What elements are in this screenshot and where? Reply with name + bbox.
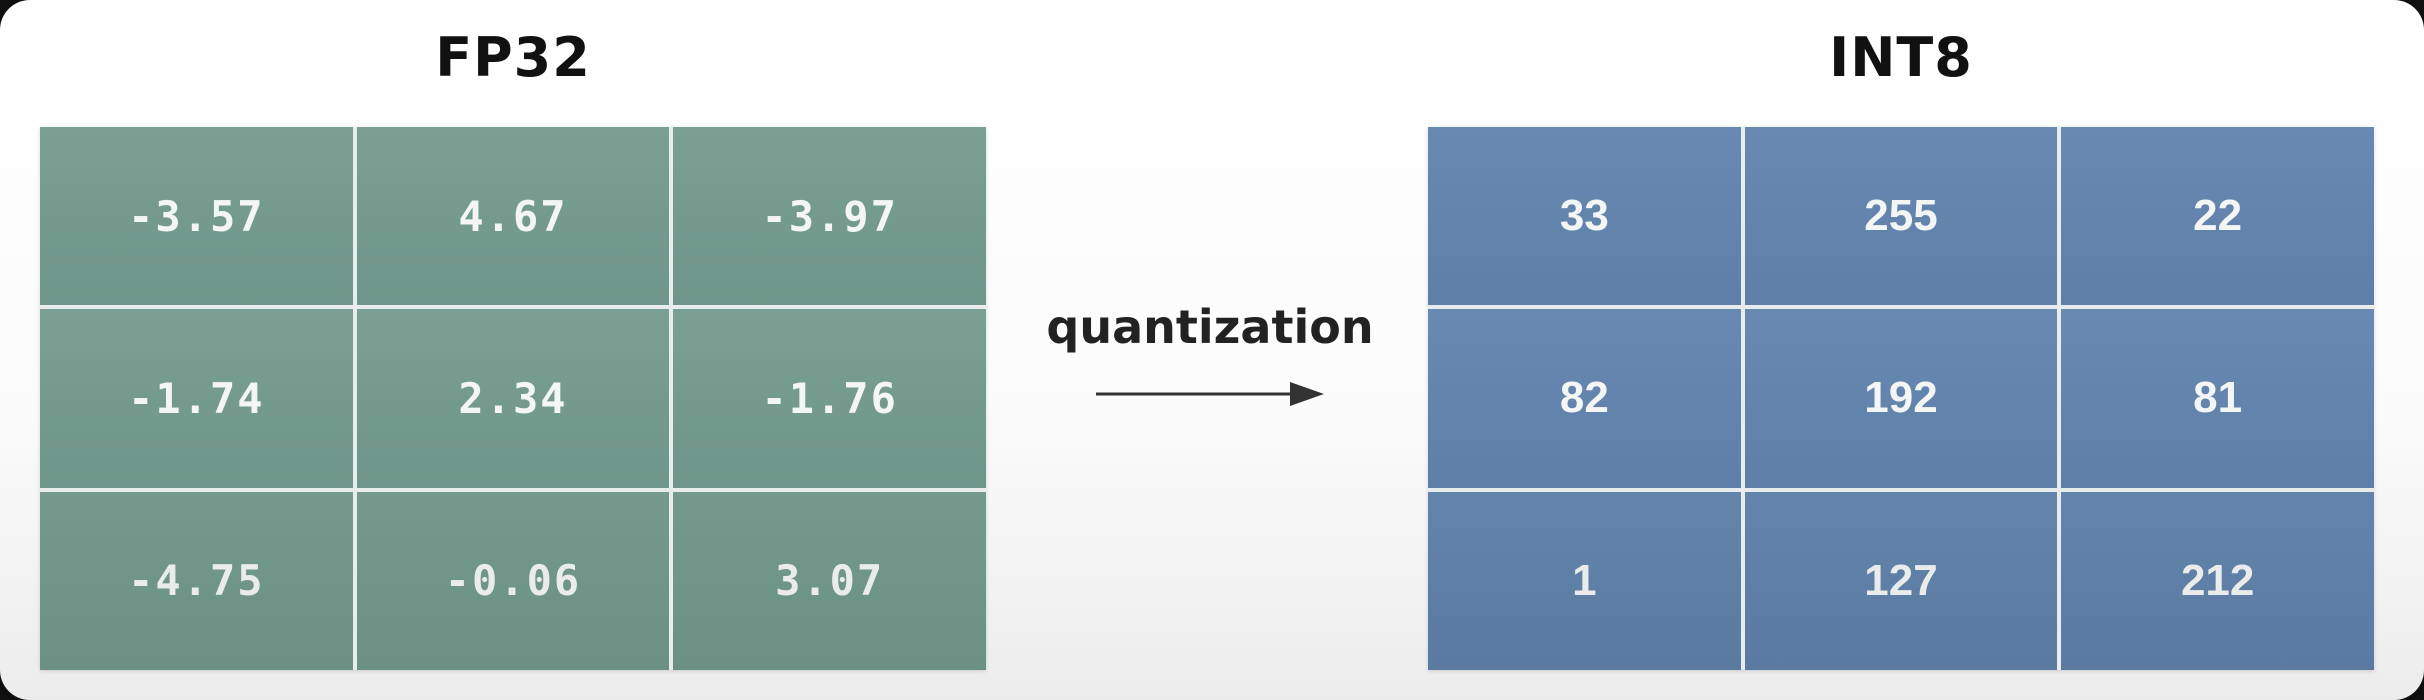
fp32-cell: 4.67	[356, 127, 670, 306]
fp32-cell: -0.06	[356, 491, 670, 670]
int8-cell: 22	[2061, 127, 2374, 306]
fp32-cell: -1.74	[40, 309, 353, 488]
int8-cell: 212	[2061, 491, 2374, 670]
int8-cell: 1	[1428, 491, 1741, 670]
fp32-cell: -1.76	[673, 309, 986, 488]
fp32-title: FP32	[435, 26, 591, 89]
int8-cell: 255	[1744, 127, 2058, 306]
arrow-right-icon	[1096, 382, 1324, 406]
int8-cell: 33	[1428, 127, 1741, 306]
int8-cell: 192	[1744, 309, 2058, 488]
int8-title: INT8	[1829, 26, 1973, 89]
int8-cell: 127	[1744, 491, 2058, 670]
fp32-cell: 3.07	[673, 491, 986, 670]
fp32-cell: 2.34	[356, 309, 670, 488]
quantization-label: quantization	[1046, 300, 1374, 354]
fp32-matrix: -3.57 4.67 -3.97 -1.74 2.34 -1.76 -4.75 …	[40, 127, 986, 670]
int8-cell: 81	[2061, 309, 2374, 488]
fp32-cell: -4.75	[40, 491, 353, 670]
int8-cell: 82	[1428, 309, 1741, 488]
fp32-cell: -3.57	[40, 127, 353, 306]
int8-matrix: 33 255 22 82 192 81 1 127 212	[1428, 127, 2374, 670]
fp32-cell: -3.97	[673, 127, 986, 306]
